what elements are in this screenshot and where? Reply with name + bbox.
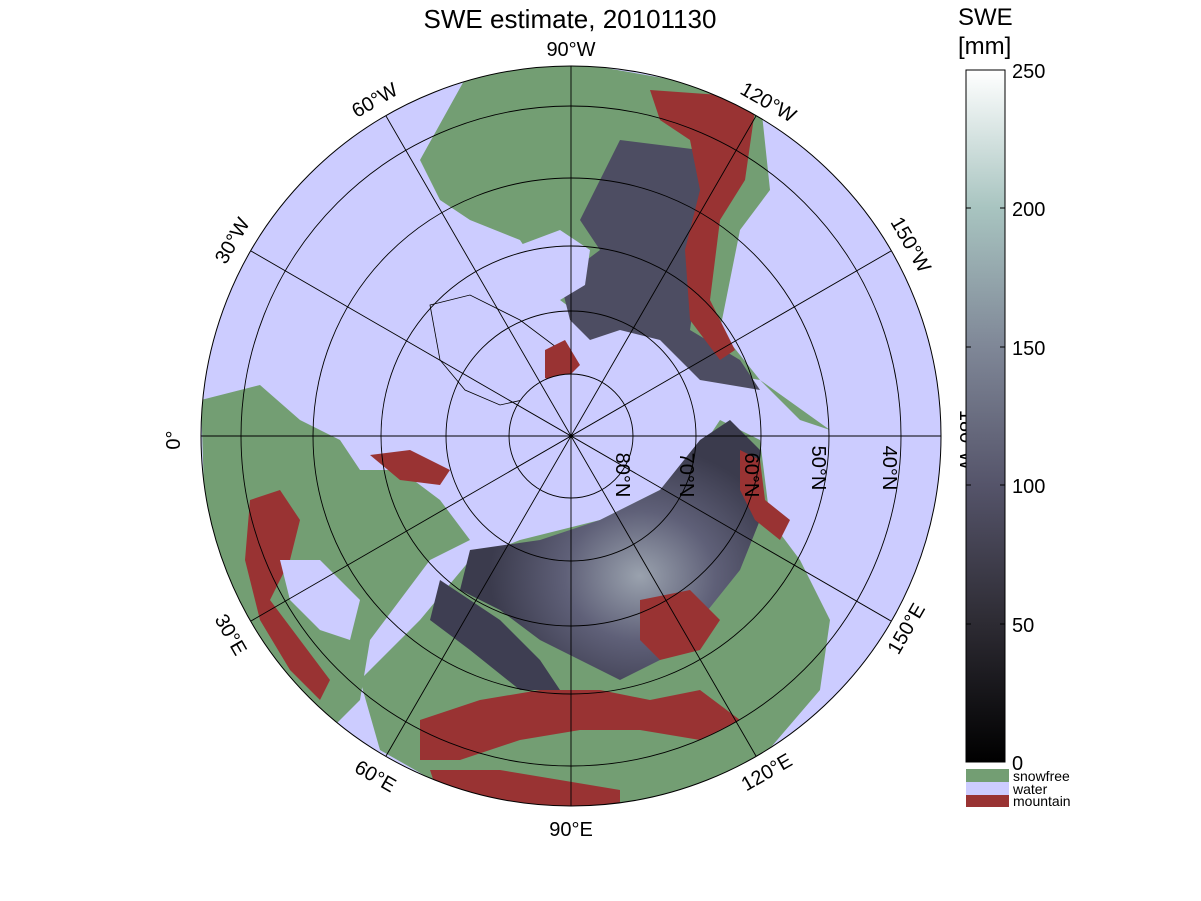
lon-label-30e: 30°E xyxy=(210,611,251,660)
legend-swatch-mountain xyxy=(966,795,1009,807)
map-border xyxy=(200,65,942,807)
colorbar-title: SWE [mm] xyxy=(958,3,1013,61)
legend-label-snowfree: snowfree xyxy=(1013,768,1070,784)
longitude-grid xyxy=(201,66,941,806)
colorbar-tick-marks xyxy=(966,69,1005,763)
scandinavia-mountain xyxy=(370,450,450,485)
colorbar-gradient xyxy=(965,69,1006,763)
lat-label-80n: 80°N xyxy=(611,453,633,498)
colorbar: 0 50 100 150 200 250 snowfree water moun… xyxy=(965,61,1071,809)
arctic-coast-snow xyxy=(430,580,560,690)
map-area xyxy=(201,66,941,806)
kamchatka-mountain xyxy=(740,450,790,540)
legend-swatch-water xyxy=(966,782,1009,795)
legend-label-water: water xyxy=(1012,781,1048,797)
colorbar-title-quantity: SWE xyxy=(958,4,1013,31)
legend-label-mountain: mountain xyxy=(1013,793,1071,809)
map-title: SWE estimate, 20101130 xyxy=(423,4,717,34)
colorbar-tick-label: 150 xyxy=(1012,338,1045,360)
colorbar-tick-label: 250 xyxy=(1012,61,1045,83)
latitude-labels: 80°N 70°N 60°N 50°N 40°N xyxy=(611,446,900,498)
lon-label-0: 0° xyxy=(163,430,185,449)
lat-label-50n: 50°N xyxy=(807,446,829,491)
lon-label-90w: 90°W xyxy=(546,39,595,61)
colorbar-tick-label: 50 xyxy=(1012,615,1034,637)
legend-swatch-snowfree xyxy=(966,769,1009,782)
lat-label-60n: 60°N xyxy=(740,453,762,498)
lat-label-70n: 70°N xyxy=(675,453,697,498)
mediterranean-sea xyxy=(280,560,360,640)
colorbar-tick-label: 100 xyxy=(1012,476,1045,498)
colorbar-tick-labels: 0 50 100 150 200 250 xyxy=(1012,61,1045,775)
alps-mountain xyxy=(245,490,330,700)
lat-label-40n: 40°N xyxy=(878,446,900,491)
colorbar-title-unit: [mm] xyxy=(958,33,1012,60)
rockies-mountain xyxy=(650,90,755,360)
lon-label-90e: 90°E xyxy=(549,819,593,841)
meridian-150w-30e xyxy=(250,250,892,622)
lon-label-60e: 60°E xyxy=(351,756,400,797)
europe-africa-landmass xyxy=(201,385,470,730)
colorbar-tick-label: 0 xyxy=(1012,753,1023,775)
central-asia-mountain xyxy=(420,690,740,760)
colorbar-tick-label: 200 xyxy=(1012,199,1045,221)
